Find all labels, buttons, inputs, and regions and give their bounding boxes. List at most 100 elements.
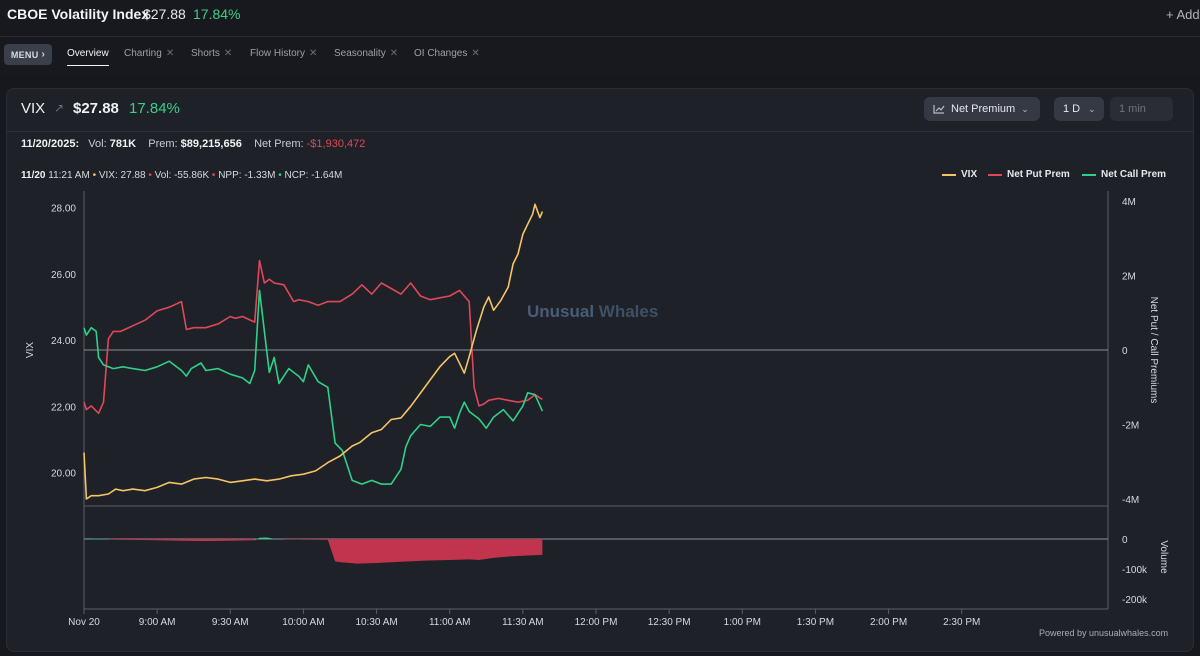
x-axis-tick: 10:30 AM [355,617,397,628]
interval-dropdown[interactable]: 1 min [1110,97,1173,121]
header-divider [7,131,1193,132]
volume-axis-tick: 0 [1122,535,1128,546]
volume-axis-tick: -200k [1122,595,1148,606]
tab-label: Charting [124,48,162,59]
x-axis-tick: 12:00 PM [575,617,618,628]
tab-label: Shorts [191,48,220,59]
x-axis-tick: Nov 20 [68,617,100,628]
line-chart-icon [933,105,945,114]
x-axis-tick: 1:30 PM [797,617,834,628]
x-axis-tick: 12:30 PM [648,617,691,628]
add-button[interactable]: + Add [1166,7,1200,22]
tab-bar: MENU › Overview Charting ✕ Shorts ✕ Flow H… [0,37,1200,75]
legend-label: VIX [961,169,978,180]
x-axis-tick: 1:00 PM [724,617,761,628]
close-icon[interactable]: ✕ [389,48,399,59]
legend-net-put-prem[interactable]: Net Put Prem [988,169,1070,180]
chevron-down-icon: ⌄ [1021,103,1029,114]
stats-prem-value: $89,215,656 [180,138,242,150]
tab-label: OI Changes [414,48,468,59]
volume-bars-negative [108,538,543,564]
tab-label: Overview [67,48,109,59]
legend-label: Net Call Prem [1101,169,1167,180]
interval-label: 1 min [1119,103,1146,115]
stats-net-prem-value: -$1,930,472 [306,138,366,150]
chart-panel: VIX ↗ $27.88 17.84% Net Premium ⌄ 1 D ⌄ … [6,88,1194,652]
price-premium-chart[interactable]: Unusual Whales 28.00 26.00 24.00 22.00 20.00 4… [7,89,1193,651]
left-axis-tick: 20.00 [51,469,76,480]
x-axis-tick: 9:00 AM [139,617,176,628]
range-dropdown[interactable]: 1 D ⌄ [1054,97,1104,121]
dot-icon: • [92,170,97,181]
tab-seasonality[interactable]: Seasonality ✕ [334,48,398,59]
tab-label: Flow History [250,48,306,59]
left-axis-title: VIX [25,342,36,358]
session-stats: 11/20/2025: Vol: 781K Prem: $89,215,656 … [21,138,365,150]
crosshair-readout: 11/20 11:21 AM • VIX: 27.88 • Vol: -55.8… [21,170,342,181]
top-bar: CBOE Volatility Index $27.88 17.84% + Ad… [0,0,1200,37]
left-axis-tick: 26.00 [51,270,76,281]
crosshair-time: 11:21 AM [48,170,90,181]
crosshair-date: 11/20 [21,170,46,181]
menu-button[interactable]: MENU › [4,44,52,65]
net-premium-label: Net Premium [951,103,1016,115]
ticker-title: CBOE Volatility Index [7,6,150,22]
chevron-down-icon: ⌄ [1088,103,1096,114]
close-icon[interactable]: ✕ [309,48,318,59]
x-axis-tick: 2:00 PM [870,617,907,628]
stats-vol-value: 781K [109,138,137,150]
tab-label: Seasonality [334,48,386,59]
right-axis-tick: 2M [1122,272,1136,283]
stats-date: 11/20/2025: [21,138,80,150]
tab-overview[interactable]: Overview [67,48,109,66]
series-line-net-call-prem [83,289,544,485]
legend-vix[interactable]: VIX [942,169,977,180]
tab-flow-history[interactable]: Flow History ✕ [250,48,317,59]
stats-net-prem-label: Net Prem: [254,138,304,150]
left-axis-tick: 24.00 [51,336,76,347]
x-axis-tick: 10:00 AM [282,617,324,628]
ticker-price: $27.88 [143,6,186,22]
series-line-vix [83,203,544,500]
right-axis-title: Net Put / Call Premiums [1148,297,1159,404]
crosshair-npp: NPP: -1.33M [218,170,276,181]
right-axis-tick: -2M [1122,421,1139,432]
legend-swatch [1082,173,1096,176]
crosshair-vol: Vol: -55.86K [154,170,210,181]
volume-axis-title: Volume [1158,540,1169,574]
left-axis-tick: 28.00 [51,204,76,215]
right-axis-tick: -4M [1122,495,1139,506]
x-axis-tick: 9:30 AM [212,617,249,628]
left-axis-tick: 22.00 [51,402,76,413]
watermark-part1: Unusual [527,302,599,321]
tab-shorts[interactable]: Shorts ✕ [191,48,232,59]
close-icon[interactable]: ✕ [471,48,480,59]
ticker-change: 17.84% [193,6,241,22]
legend-label: Net Put Prem [1007,169,1070,180]
panel-symbol: VIX [21,100,46,117]
chevron-right-icon: › [41,49,46,60]
net-premium-dropdown[interactable]: Net Premium ⌄ [924,97,1040,121]
right-axis-tick: 0 [1122,346,1128,357]
series-line-net-put-prem [83,259,543,415]
legend-net-call-prem[interactable]: Net Call Prem [1082,169,1166,180]
tab-charting[interactable]: Charting ✕ [124,48,174,59]
crosshair-ncp: NCP: -1.64M [284,170,343,181]
close-icon[interactable]: ✕ [223,48,233,59]
range-label: 1 D [1063,103,1081,115]
close-icon[interactable]: ✕ [165,48,175,59]
dot-icon: • [148,170,152,181]
watermark: Unusual Whales [527,302,658,321]
tab-oi-changes[interactable]: OI Changes ✕ [414,48,480,59]
stats-vol-label: Vol: [88,138,107,150]
powered-by: Powered by unusualwhales.com [1039,628,1169,638]
x-axis-tick: 11:30 AM [502,617,544,628]
volume-axis-tick: -100k [1122,565,1148,576]
panel-change: 17.84% [129,100,180,117]
trend-up-icon: ↗ [54,101,65,115]
crosshair-vix: VIX: 27.88 [98,170,146,181]
menu-label: MENU [10,49,39,60]
legend-swatch [988,173,1002,176]
panel-price: $27.88 [73,100,119,117]
volume-bars-positive [84,537,284,541]
